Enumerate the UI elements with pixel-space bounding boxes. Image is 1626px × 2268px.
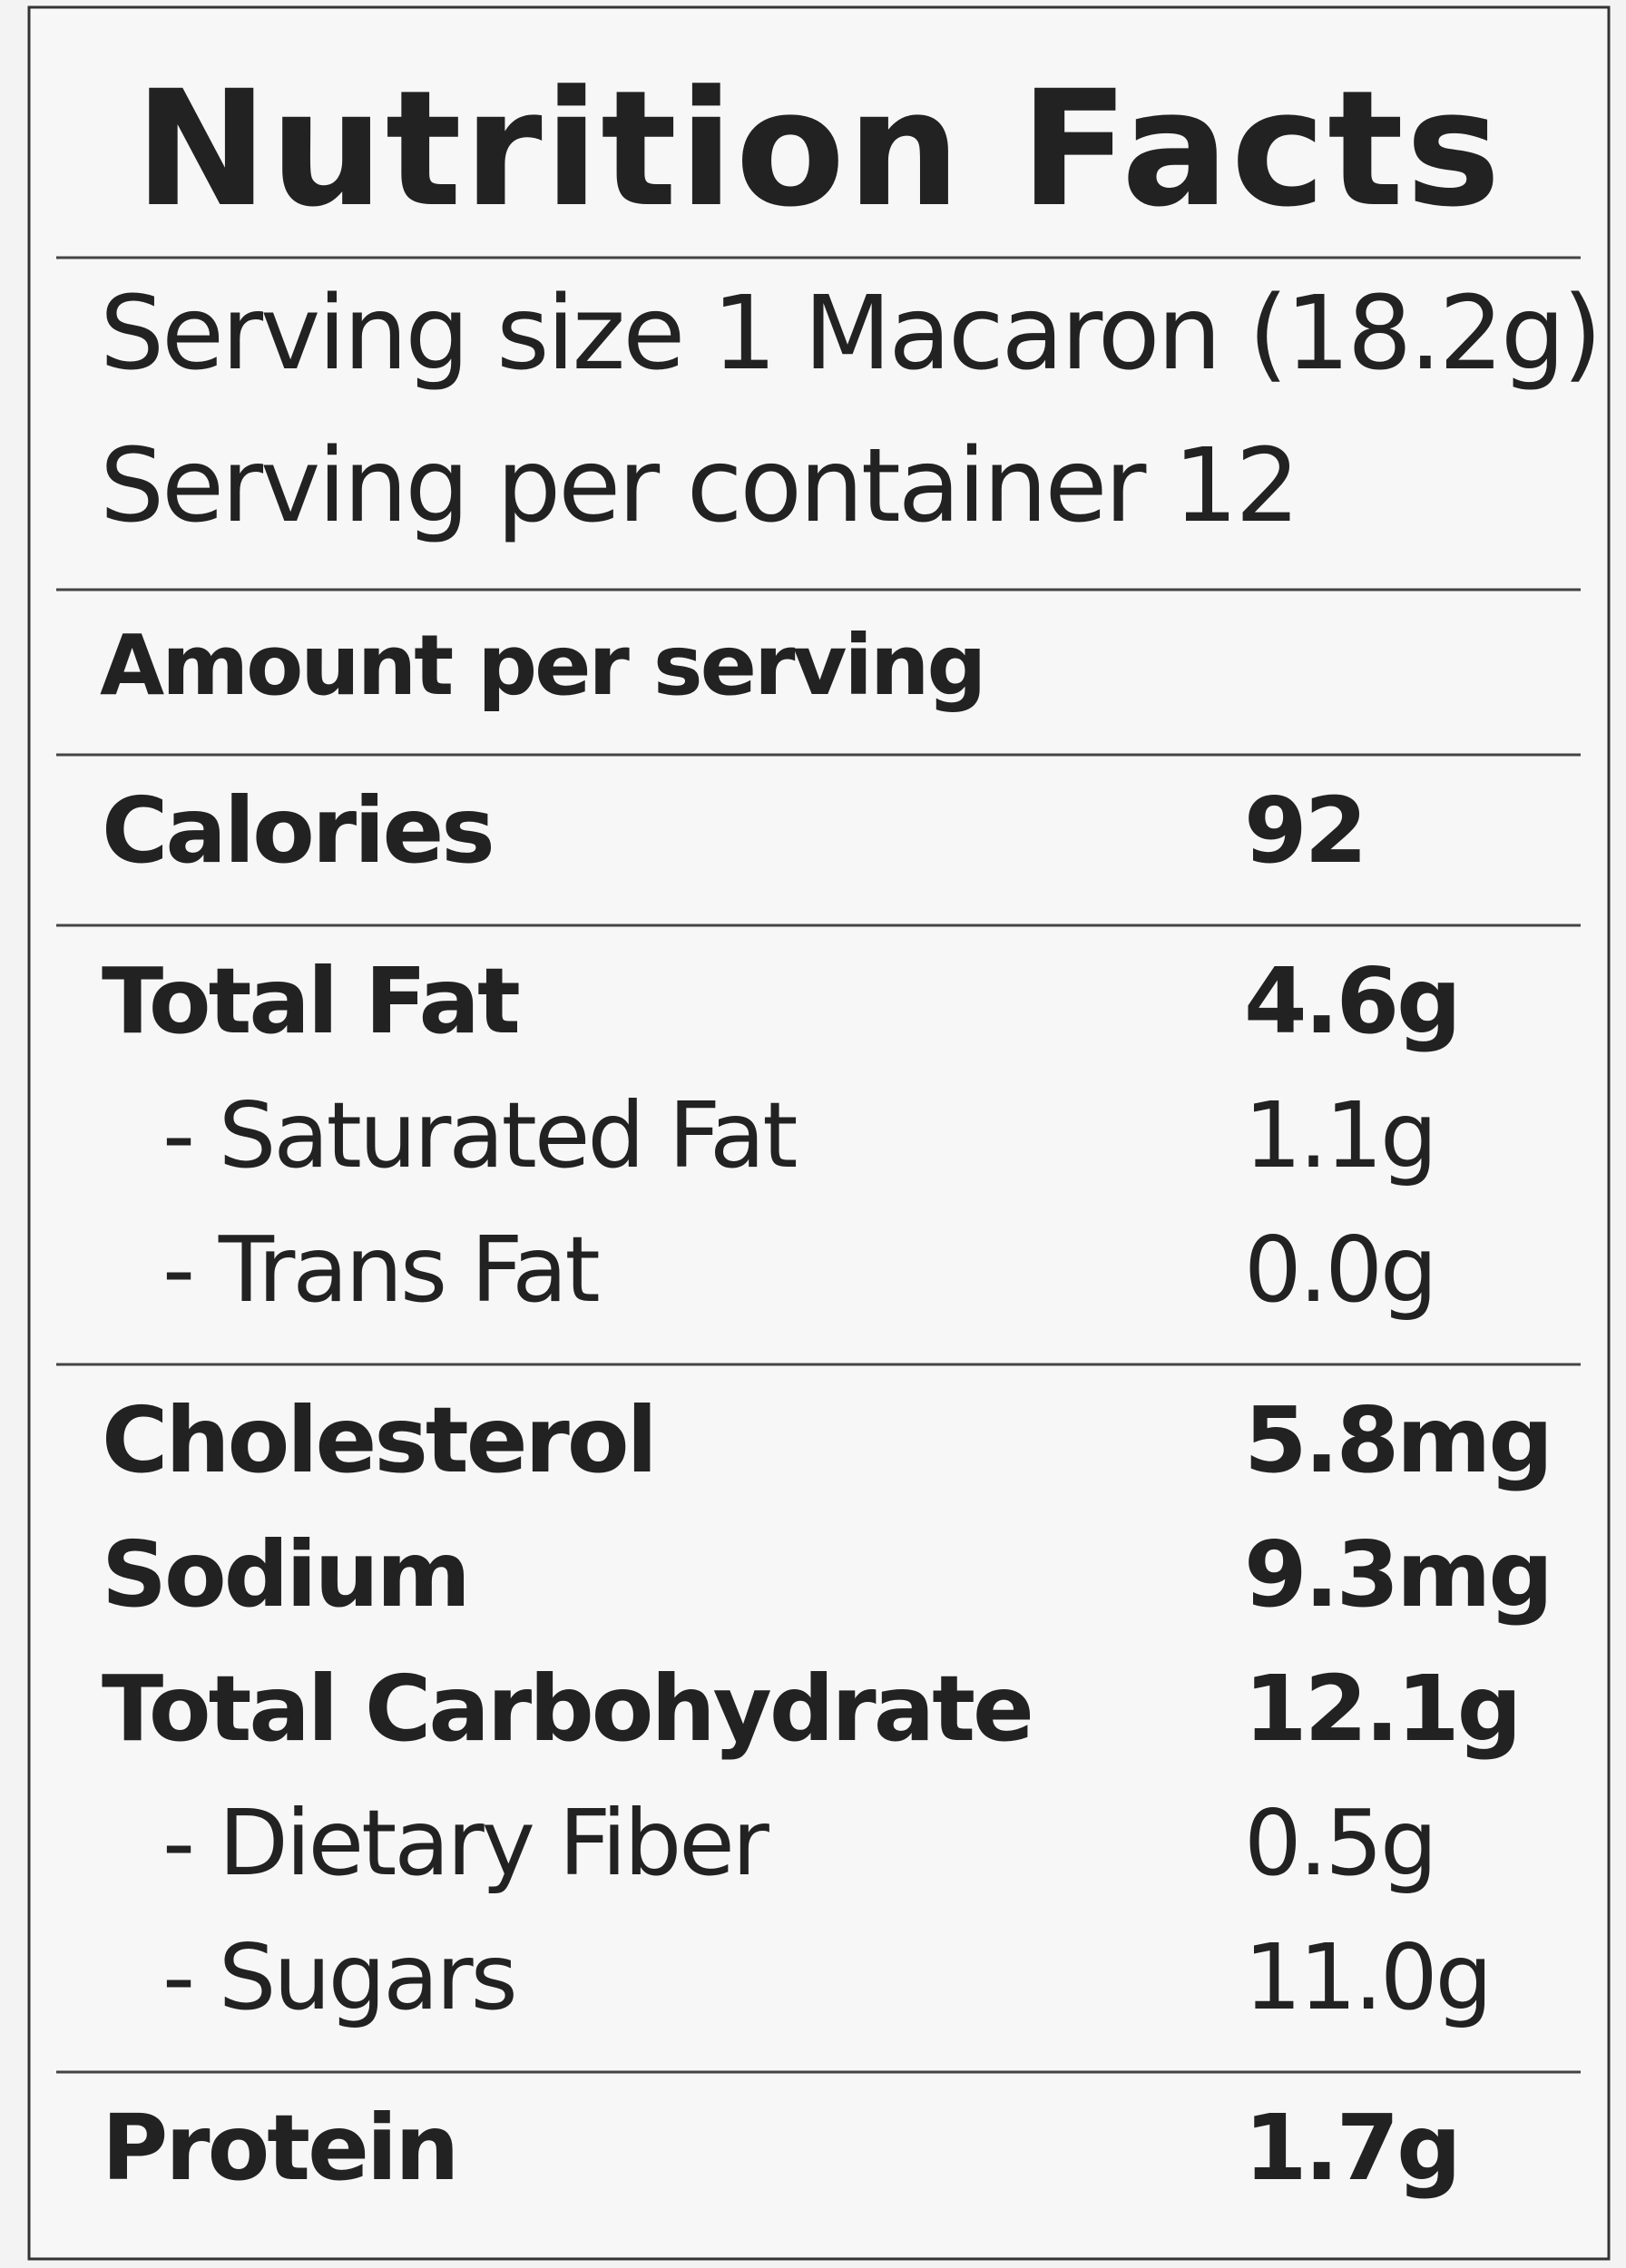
nutrient-label: Total Carbohydrate	[102, 1656, 1032, 1762]
nutrient-label: Total Fat	[102, 948, 519, 1054]
sub-nutrient-label: - Saturated Fat	[162, 1082, 796, 1188]
serving-size: Serving size 1 Macaron (18.2g)	[100, 275, 1600, 393]
nutrient-label: Cholesterol	[102, 1387, 655, 1493]
sub-nutrient-label: - Sugars	[162, 1924, 515, 2030]
nutrient-value: 4.6g	[1244, 948, 1459, 1054]
nutrient-value: 9.3mg	[1244, 1521, 1551, 1628]
sub-nutrient-value: 0.0g	[1244, 1217, 1435, 1323]
sub-nutrient-value: 1.1g	[1244, 1082, 1435, 1188]
sub-nutrient-value: 11.0g	[1244, 1924, 1490, 2030]
servings-per-container: Serving per container 12	[100, 427, 1298, 545]
label-border	[27, 5, 1611, 2261]
sub-nutrient-label: - Dietary Fiber	[162, 1790, 770, 1896]
nutrient-value: 1.7g	[1244, 2095, 1459, 2201]
nutrient-value: 12.1g	[1244, 1656, 1519, 1762]
amount-per-serving: Amount per serving	[100, 617, 984, 714]
sub-nutrient-label: - Trans Fat	[162, 1217, 599, 1323]
nutrient-label: Protein	[102, 2095, 456, 2201]
title: Nutrition Facts	[134, 56, 1503, 242]
nutrient-label: Sodium	[102, 1521, 468, 1628]
nutrient-value: 92	[1244, 777, 1365, 884]
nutrient-value: 5.8mg	[1244, 1387, 1551, 1493]
sub-nutrient-value: 0.5g	[1244, 1790, 1435, 1896]
nutrient-label: Calories	[102, 777, 493, 884]
